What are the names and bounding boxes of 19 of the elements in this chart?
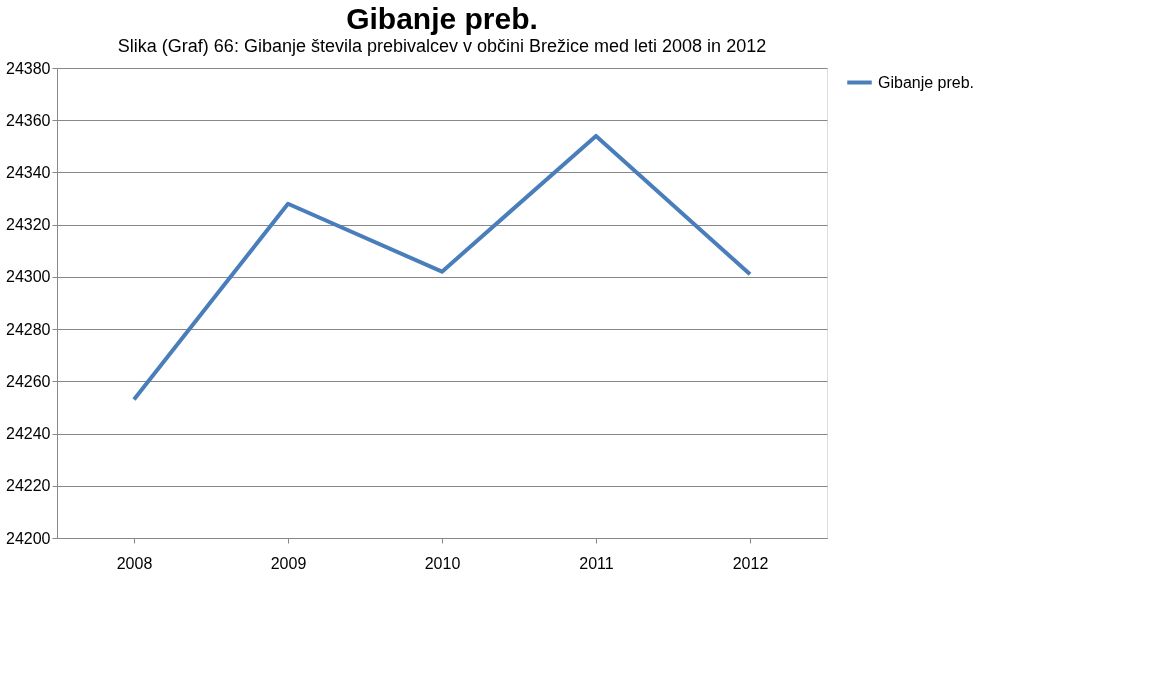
text: Slika (Graf) 66: Gibanje števila prebivalcev v občini Brežice med leti 2008 in 2012	[117, 36, 767, 56]
y-tick-label: 24200	[6, 529, 51, 547]
chart-title: Gibanje preb.	[346, 2, 538, 35]
y-tick-label: 24260	[6, 372, 51, 390]
line-series	[132, 133, 752, 402]
x-tick-label: 2010	[424, 554, 461, 572]
y-tick-label: 24300	[6, 268, 51, 286]
y-tick-label: 24380	[6, 59, 51, 77]
y-tick-label: 24360	[6, 111, 51, 129]
y-tick-label: 24340	[6, 163, 51, 181]
y-tick-label: 24220	[6, 477, 51, 495]
y-tick-label: 24240	[6, 425, 51, 443]
legend-label: Gibanje preb.	[878, 73, 975, 91]
y-tick-label: 24320	[6, 216, 51, 234]
x-tick-label: 2009	[270, 554, 307, 572]
x-tick-label: 2008	[116, 554, 153, 572]
y-tick-label: 24280	[6, 320, 51, 338]
x-tick-label: 2012	[732, 554, 769, 572]
x-tick-label: 2011	[579, 554, 614, 572]
